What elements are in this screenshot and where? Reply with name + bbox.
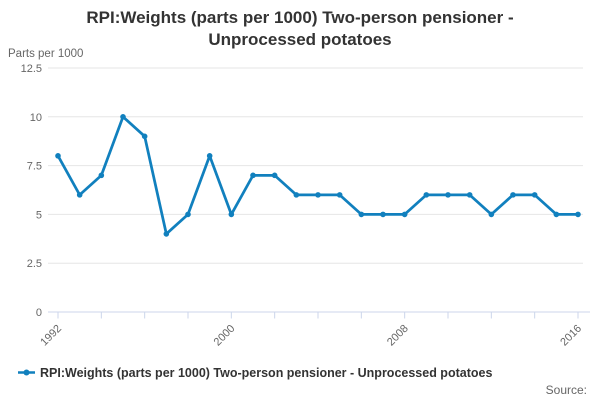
data-point[interactable]	[271, 172, 278, 179]
y-tick-label: 12.5	[21, 63, 42, 75]
y-axis-title: Parts per 1000	[8, 48, 84, 60]
x-tick-label: 1992	[38, 323, 64, 349]
data-point[interactable]	[553, 211, 560, 218]
chart-title-line1: RPI:Weights (parts per 1000) Two-person …	[86, 8, 514, 27]
data-point[interactable]	[488, 211, 495, 218]
y-tick-label: 10	[30, 112, 42, 124]
chart-title: RPI:Weights (parts per 1000) Two-person …	[0, 7, 600, 51]
chart-title-line2: Unprocessed potatoes	[208, 30, 392, 49]
data-point[interactable]	[293, 192, 300, 198]
data-point[interactable]	[531, 192, 538, 198]
x-tick-label: 2016	[558, 323, 584, 349]
series-line	[56, 115, 580, 236]
data-point[interactable]	[336, 192, 343, 198]
data-point[interactable]	[358, 211, 365, 218]
data-point[interactable]	[423, 192, 430, 198]
data-point[interactable]	[250, 172, 256, 179]
y-tick-label: 0	[36, 307, 42, 319]
legend-dot	[23, 369, 30, 376]
data-point[interactable]	[380, 211, 386, 218]
y-tick-label: 2.5	[27, 258, 42, 270]
data-point[interactable]	[466, 192, 473, 198]
data-point[interactable]	[98, 172, 105, 179]
data-point[interactable]	[315, 192, 321, 198]
legend-label: RPI:Weights (parts per 1000) Two-person …	[40, 365, 493, 380]
legend-line-icon	[18, 369, 35, 376]
data-point[interactable]	[163, 231, 170, 237]
x-tick-label: 2000	[212, 323, 238, 349]
data-point[interactable]	[55, 153, 61, 159]
data-point[interactable]	[445, 192, 451, 198]
x-tick-label: 2008	[385, 323, 411, 349]
data-point[interactable]	[141, 133, 148, 140]
data-point[interactable]	[76, 192, 83, 198]
legend-item[interactable]: RPI:Weights (parts per 1000) Two-person …	[18, 364, 492, 381]
plot-svg: 0 2.5 5 7.5 10 12.5 1992 2000 2008 2016	[21, 63, 590, 349]
data-point[interactable]	[120, 114, 126, 120]
data-point[interactable]	[206, 153, 213, 159]
data-point[interactable]	[401, 211, 408, 218]
data-point[interactable]	[510, 192, 516, 198]
y-tick-label: 7.5	[27, 161, 42, 173]
data-point[interactable]	[185, 211, 191, 218]
y-tick-label: 5	[36, 209, 42, 221]
source-note: Source:	[545, 383, 587, 397]
data-point[interactable]	[228, 211, 235, 218]
data-point[interactable]	[575, 211, 581, 218]
